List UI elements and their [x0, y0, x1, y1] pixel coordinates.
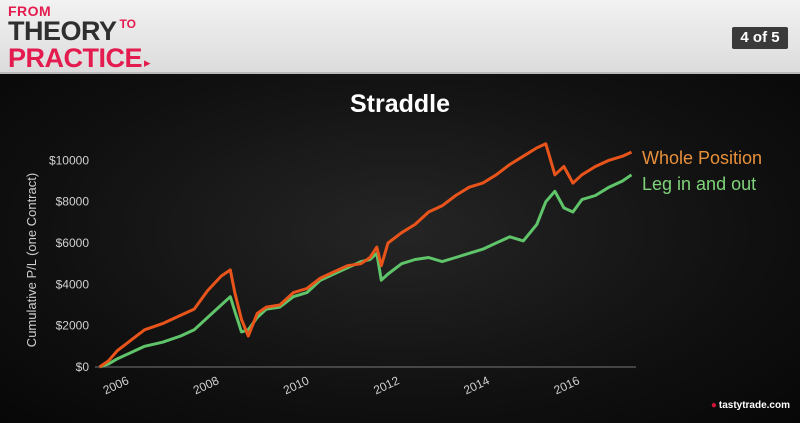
logo-from: FROM: [8, 3, 52, 19]
legend-whole-position: Whole Position: [642, 148, 762, 168]
x-tick-label: 2016: [552, 373, 582, 397]
series-whole-position: [98, 142, 633, 369]
y-tick-label: $8000: [56, 195, 90, 209]
cherry-logo-icon: ●: [710, 400, 717, 411]
series-leg-in-and-out: [99, 173, 633, 369]
y-tick-label: $10000: [49, 153, 89, 167]
slide-body: [0, 74, 800, 423]
logo-theory: THEORY: [8, 16, 117, 46]
x-tick-label: 2008: [191, 373, 221, 397]
x-tick-label: 2010: [281, 373, 311, 397]
y-tick-label: $6000: [56, 236, 90, 250]
header-bar: FROM THEORY TO PRACTICE ▸ 4 of 5: [0, 0, 800, 74]
x-tick-label: 2012: [371, 373, 401, 397]
chart-title: Straddle: [349, 90, 451, 118]
x-tick-label: 2006: [101, 373, 131, 397]
logo-to: TO: [119, 17, 136, 31]
x-tick-label: 2014: [461, 373, 491, 397]
y-tick-label: $0: [76, 360, 90, 374]
chart-legend: Whole Position Leg in and out: [642, 148, 762, 194]
chart-series: [98, 142, 633, 369]
program-logo: FROM THEORY TO PRACTICE ▸: [8, 4, 151, 72]
logo-practice: PRACTICE: [8, 43, 143, 73]
play-triangle-icon: ▸: [144, 55, 151, 71]
legend-leg-in-and-out: Leg in and out: [642, 174, 756, 194]
chart-axes: $0 $2000 $4000 $6000 $8000 $10000 2006 2008 2010…: [49, 153, 636, 397]
y-axis-label: Cumulative P/L (one Contract): [24, 173, 39, 347]
tastytrade-watermark: ● tastytrade.com: [711, 400, 790, 411]
page-indicator: 4 of 5: [732, 27, 788, 49]
y-tick-label: $4000: [56, 277, 90, 291]
y-tick-label: $2000: [56, 319, 90, 333]
watermark-text: tastytrade.com: [718, 400, 790, 411]
